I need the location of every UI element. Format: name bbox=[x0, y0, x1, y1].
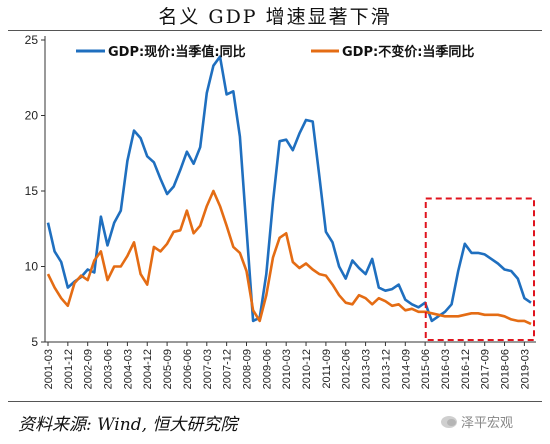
source-note: 资料来源: Wind, 恒大研究院 bbox=[18, 415, 238, 435]
x-tick-label: 2001-03 bbox=[43, 349, 55, 389]
watermark-text: 泽平宏观 bbox=[461, 416, 514, 431]
y-tick-label: 15 bbox=[25, 184, 39, 198]
x-tick-label: 2004-12 bbox=[142, 349, 154, 389]
x-tick-label: 2013-12 bbox=[380, 349, 392, 389]
watermark: 泽平宏观 bbox=[441, 412, 513, 431]
x-tick-label: 2007-12 bbox=[222, 349, 234, 389]
x-tick-label: 2012-06 bbox=[341, 349, 353, 389]
x-tick-label: 2008-09 bbox=[241, 349, 253, 389]
x-tick-label: 2017-09 bbox=[480, 349, 492, 389]
x-tick-label: 2018-06 bbox=[500, 349, 512, 389]
title-divider bbox=[8, 30, 542, 31]
x-tick-label: 2013-03 bbox=[361, 349, 373, 389]
x-tick-label: 2004-03 bbox=[122, 349, 134, 389]
source-divider bbox=[8, 401, 542, 402]
x-tick-label: 2009-06 bbox=[261, 349, 273, 389]
series-line-constant-price bbox=[46, 189, 532, 326]
x-tick-label: 2002-09 bbox=[83, 349, 95, 389]
legend-constant-price-label: GDP:不变价:当季同比 bbox=[342, 44, 474, 60]
x-tick-label: 2016-12 bbox=[460, 349, 472, 389]
legend-current-price-label: GDP:现价:当季值:同比 bbox=[108, 44, 246, 60]
y-tick-label: 20 bbox=[25, 109, 39, 123]
x-tick-label: 2016-03 bbox=[440, 349, 452, 389]
x-tick-label: 2014-09 bbox=[400, 349, 412, 389]
highlight-box bbox=[424, 197, 535, 341]
wechat-icon bbox=[441, 415, 457, 428]
x-tick-label: 2007-03 bbox=[202, 349, 214, 389]
x-tick-label: 2005-09 bbox=[162, 349, 174, 389]
y-tick-label: 5 bbox=[31, 335, 38, 349]
y-tick-label: 25 bbox=[25, 33, 39, 47]
x-tick-label: 2010-03 bbox=[281, 349, 293, 389]
x-tick-label: 2019-03 bbox=[519, 349, 531, 389]
x-tick-label: 2011-09 bbox=[321, 349, 333, 389]
series-line-current-price bbox=[46, 55, 532, 323]
x-tick-label: 2003-06 bbox=[103, 349, 115, 389]
chart-title: 名义 GDP 增速显著下滑 bbox=[158, 6, 392, 28]
x-tick-label: 2006-06 bbox=[182, 349, 194, 389]
x-tick-label: 2015-06 bbox=[420, 349, 432, 389]
x-tick-label: 2010-12 bbox=[301, 349, 313, 389]
x-tick-label: 2001-12 bbox=[63, 349, 75, 389]
y-tick-label: 10 bbox=[25, 260, 39, 274]
